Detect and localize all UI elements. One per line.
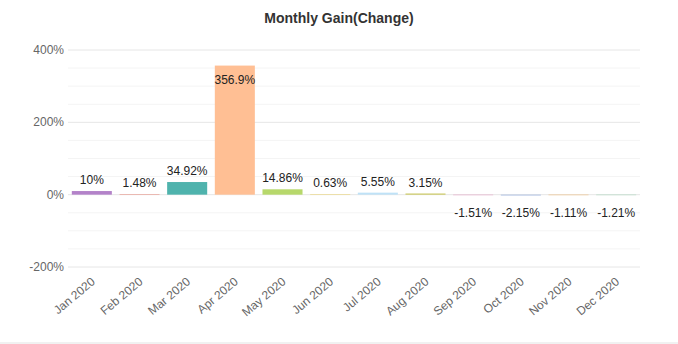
- x-tick-label: Apr 2020: [194, 274, 241, 316]
- frame-bottom: [0, 343, 678, 344]
- minor-grid-line: [68, 248, 640, 249]
- data-label: 0.63%: [313, 176, 347, 190]
- minor-grid-line: [68, 104, 640, 105]
- title: Monthly Gain(Change): [264, 10, 413, 26]
- bar: [501, 194, 541, 196]
- x-tick-label: Mar 2020: [145, 274, 193, 318]
- page: {"chart_data": {"type": "bar", "title": …: [0, 0, 678, 344]
- bars: [72, 66, 636, 196]
- data-label: -1.11%: [550, 206, 587, 220]
- bar: [405, 194, 445, 195]
- minor-grid-line: [68, 86, 640, 87]
- grid-line: [68, 267, 640, 268]
- bar: [310, 194, 350, 196]
- x-tick-label: Nov 2020: [526, 274, 575, 318]
- y-tick-label: 200%: [33, 115, 64, 129]
- x-tick-label: Dec 2020: [574, 274, 623, 318]
- bar: [262, 189, 302, 194]
- data-label: 14.86%: [262, 171, 303, 185]
- minor-grid-line: [68, 140, 640, 141]
- data-label: 34.92%: [167, 164, 208, 178]
- data-label: 10%: [80, 173, 104, 187]
- x-tick-label: Feb 2020: [98, 274, 146, 318]
- data-label: 3.15%: [408, 176, 442, 190]
- bar: [596, 194, 636, 196]
- bar: [548, 194, 588, 196]
- chart: Monthly Gain(Change) -200% 0% 200% 400% 10% 1.…: [0, 0, 678, 344]
- x-axis: Jan 2020Feb 2020Mar 2020Apr 2020May 2020…: [51, 274, 622, 319]
- data-label: 5.55%: [361, 175, 395, 189]
- bar: [167, 182, 207, 195]
- minor-grid-line: [68, 158, 640, 159]
- x-tick-label: Jan 2020: [51, 274, 98, 317]
- x-tick-label: Jul 2020: [340, 274, 384, 314]
- data-label: -2.15%: [502, 206, 540, 220]
- bar: [72, 191, 112, 195]
- y-tick-label: -200%: [29, 260, 64, 274]
- grid-line: [68, 122, 640, 123]
- data-labels: 10% 1.48% 34.92% 356.9% 14.86% 0.63% 5.55% 3.15…: [80, 73, 636, 220]
- y-tick-label: 400%: [33, 43, 64, 57]
- grid-line: [68, 50, 640, 51]
- x-tick-label: May 2020: [239, 274, 289, 319]
- minor-grid-line: [68, 230, 640, 231]
- data-label: -1.51%: [454, 206, 492, 220]
- data-label: 1.48%: [122, 176, 156, 190]
- data-label: -1.21%: [597, 206, 635, 220]
- bar: [453, 194, 493, 196]
- bar: [215, 66, 255, 195]
- grid-line: [68, 194, 640, 195]
- y-tick-label: 0%: [47, 188, 65, 202]
- x-tick-label: Aug 2020: [383, 274, 432, 318]
- x-tick-label: Jun 2020: [289, 274, 336, 317]
- bar: [119, 194, 159, 196]
- x-tick-label: Oct 2020: [480, 274, 527, 316]
- bar: [358, 193, 398, 195]
- x-tick-label: Sep 2020: [431, 274, 480, 318]
- minor-grid-line: [68, 68, 640, 69]
- data-label: 356.9%: [214, 73, 255, 87]
